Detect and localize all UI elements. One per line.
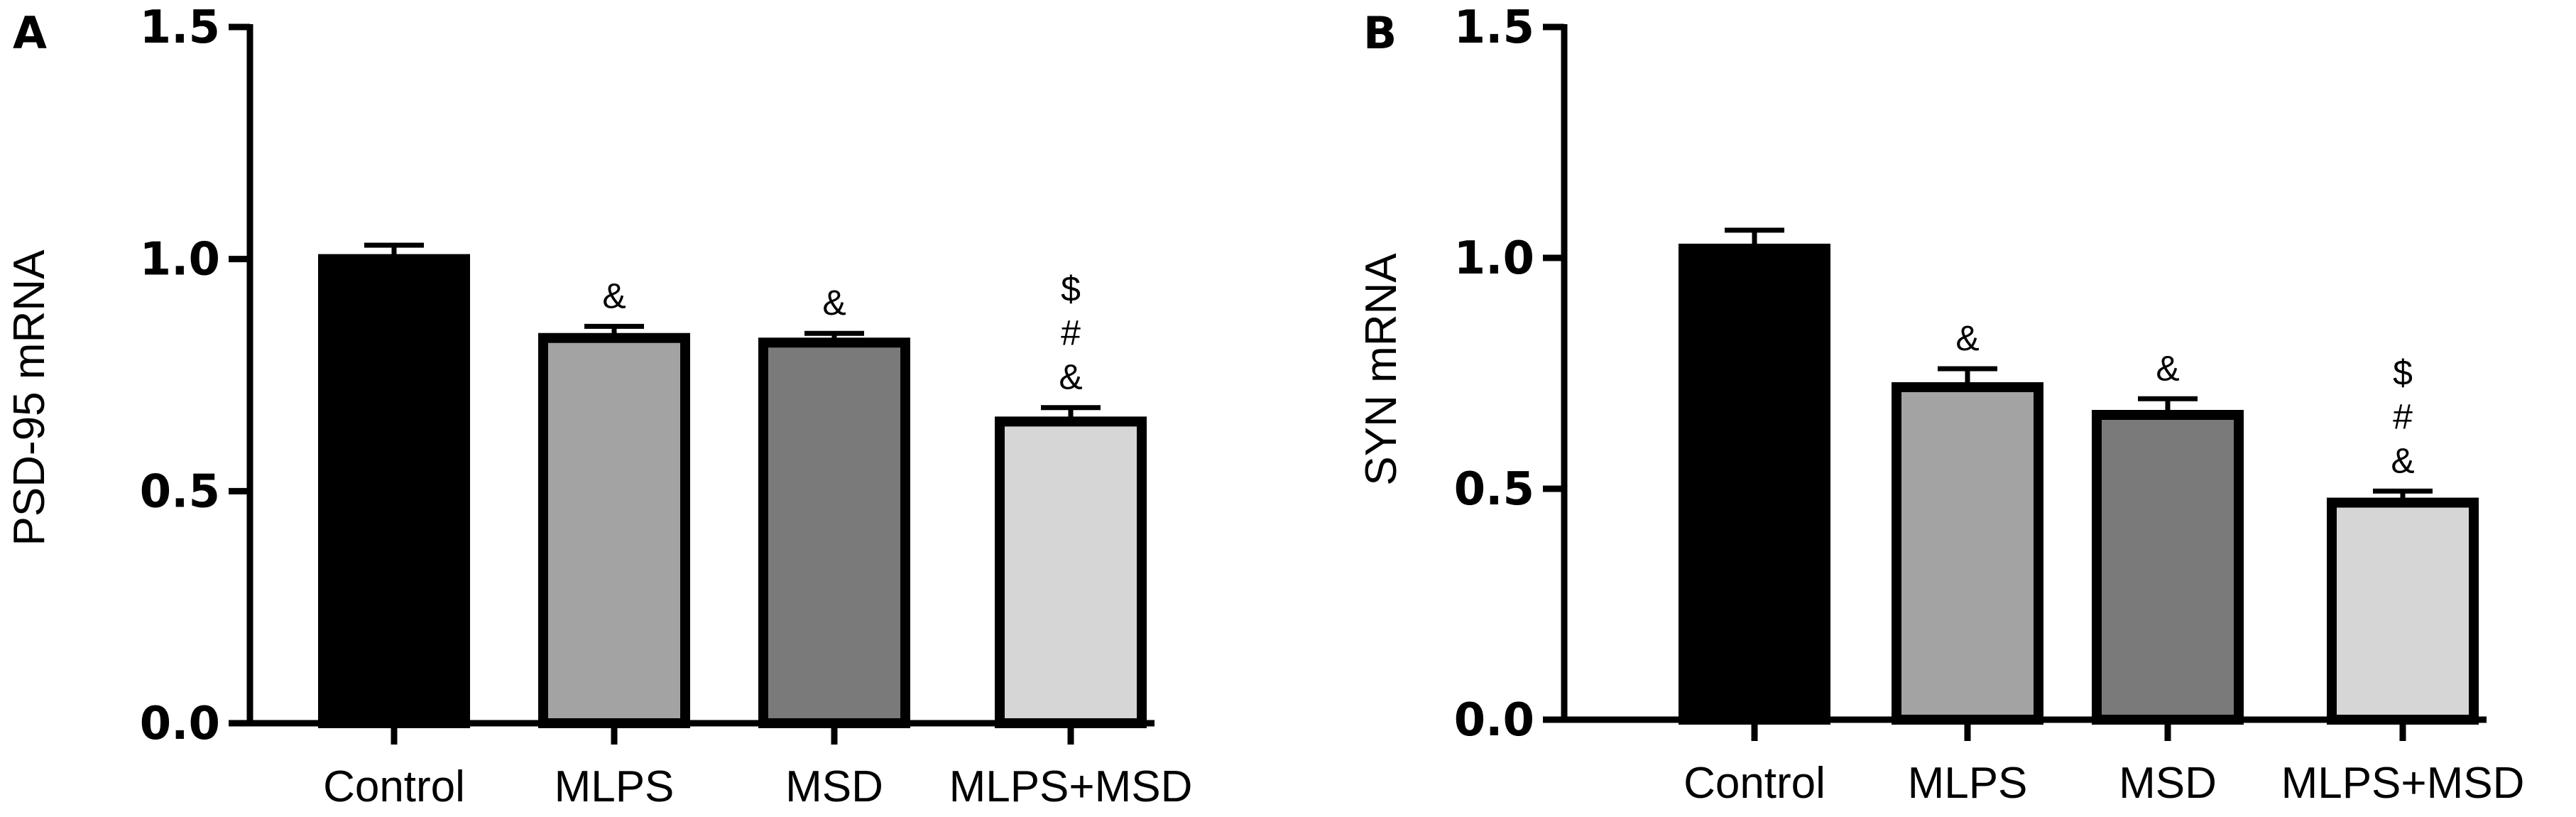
panel-2-significance-mark: & (1955, 318, 1979, 358)
panel-1-bar (758, 337, 910, 728)
panel-2-bar (1679, 244, 1830, 725)
panel-2-category-label: MSD (2119, 759, 2217, 808)
panel-1-category-label: Control (323, 762, 465, 811)
panel-1-significance-mark: & (822, 283, 846, 323)
panel-1-bar (538, 332, 690, 728)
panel-2-y-axis-title: SYN mRNA (1357, 253, 1406, 486)
panel-2-significance-mark: # (2393, 396, 2413, 436)
panel-1-significance-mark: & (1059, 357, 1082, 397)
panel-2-y-tick-label: 0.0 (1454, 694, 1534, 747)
panel-2-y-tick-label: 1.0 (1454, 232, 1534, 285)
panel-2-category-label: MLPS+MSD (2281, 759, 2525, 808)
panel-1-category-label: MLPS+MSD (949, 762, 1193, 811)
panel-1-category-label: MLPS (555, 762, 675, 811)
panel-2-significance-mark: $ (2393, 352, 2413, 392)
panel-2-category-label: MLPS (1908, 759, 2028, 808)
panel-1-label: A (13, 7, 47, 59)
panel-1-significance-mark: $ (1061, 269, 1081, 309)
panel-1-bar (318, 254, 470, 728)
panel-1-y-axis-title: PSD-95 mRNA (5, 249, 54, 546)
panel-2-significance-mark: & (2156, 348, 2179, 388)
panel-1-y-tick-label: 0.5 (140, 465, 220, 518)
panel-1-significance-mark: & (602, 276, 626, 315)
panel-2-label: B (1363, 7, 1397, 59)
panel-2-significance-mark: & (2391, 440, 2414, 480)
panel-2-y-tick-label: 0.5 (1454, 463, 1534, 516)
panel-1-y-tick-label: 1.0 (140, 234, 220, 286)
panel-1-category-label: MSD (785, 762, 883, 811)
panel-2-bar (2327, 497, 2479, 725)
panel-1-y-tick-label: 0.0 (140, 698, 220, 750)
panel-1-significance-mark: # (1061, 313, 1081, 353)
panel-2-category-label: Control (1683, 759, 1825, 808)
panel-2-y-tick-label: 1.5 (1454, 1, 1534, 54)
panel-1-bar (995, 416, 1147, 728)
panel-2-bar (1892, 382, 2043, 725)
panel-1-y-tick-label: 1.5 (140, 1, 220, 54)
panel-2-bar (2092, 410, 2244, 725)
